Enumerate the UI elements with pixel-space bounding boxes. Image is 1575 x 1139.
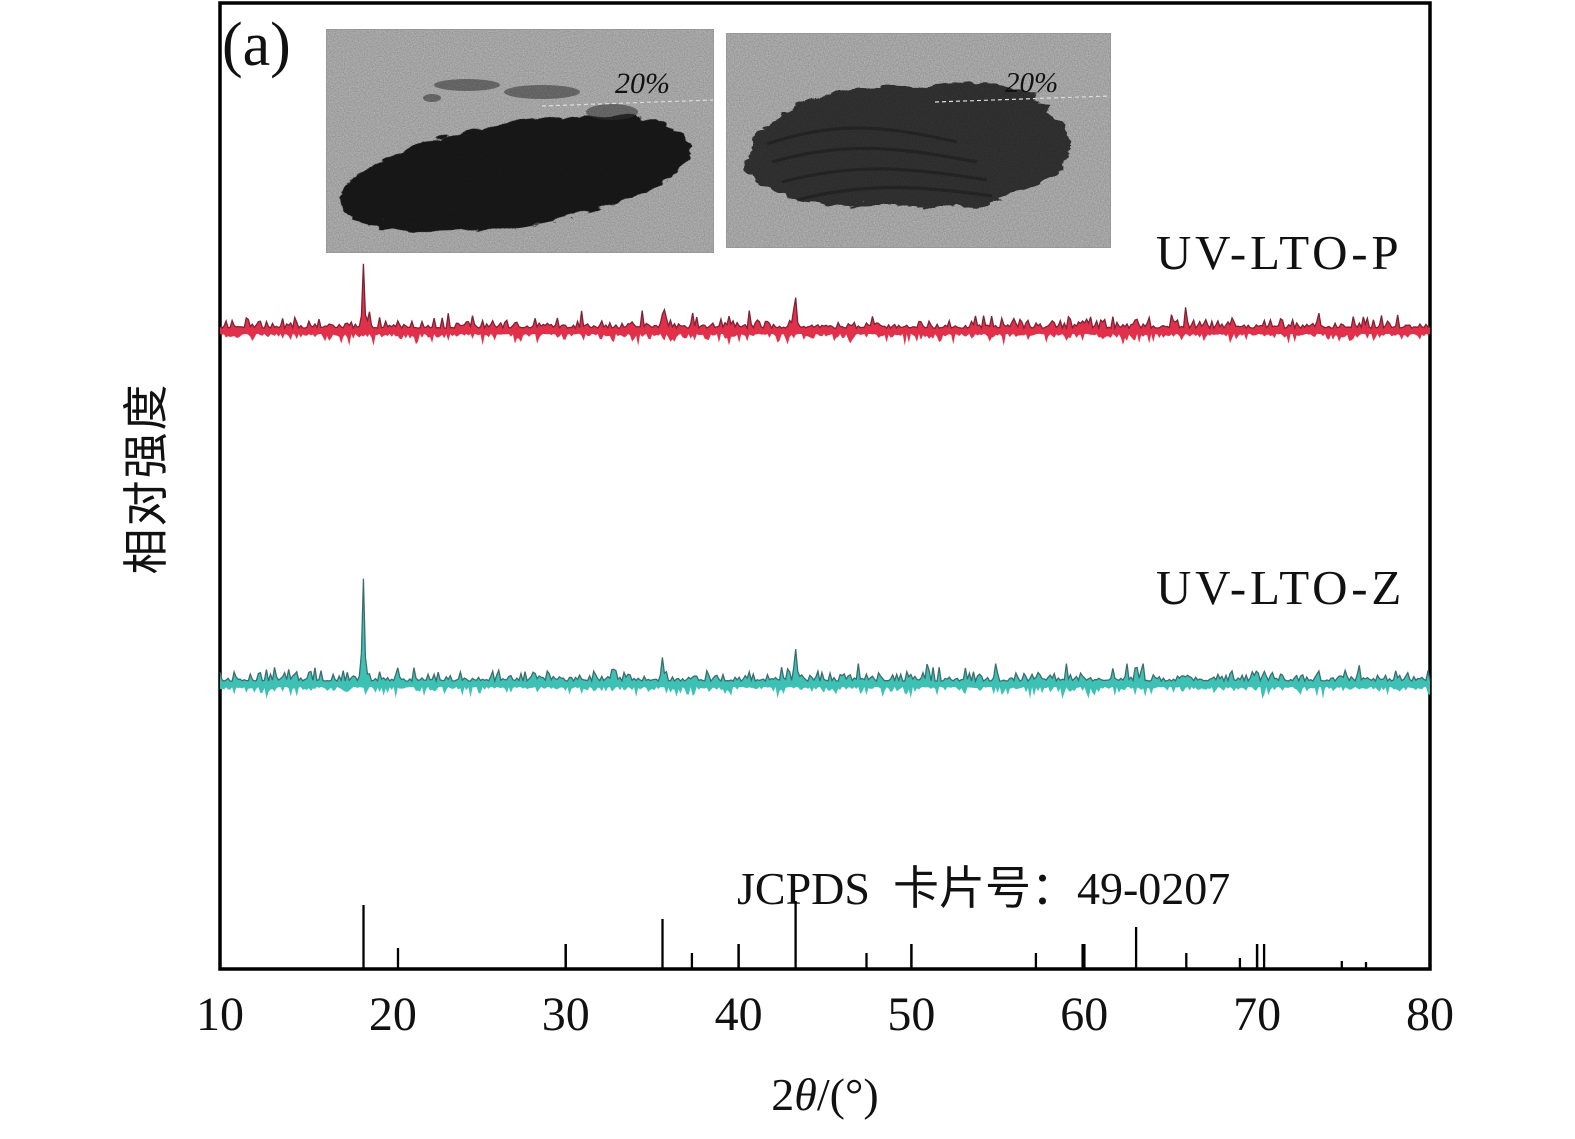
svg-text:50: 50 xyxy=(887,988,935,1041)
svg-text:60: 60 xyxy=(1060,988,1108,1041)
svg-text:20: 20 xyxy=(369,988,417,1041)
svg-text:10: 10 xyxy=(196,988,244,1041)
svg-text:30: 30 xyxy=(542,988,590,1041)
svg-text:80: 80 xyxy=(1406,988,1454,1041)
svg-text:40: 40 xyxy=(715,988,763,1041)
svg-text:70: 70 xyxy=(1233,988,1281,1041)
svg-text:2θ/(°): 2θ/(°) xyxy=(771,1069,878,1120)
